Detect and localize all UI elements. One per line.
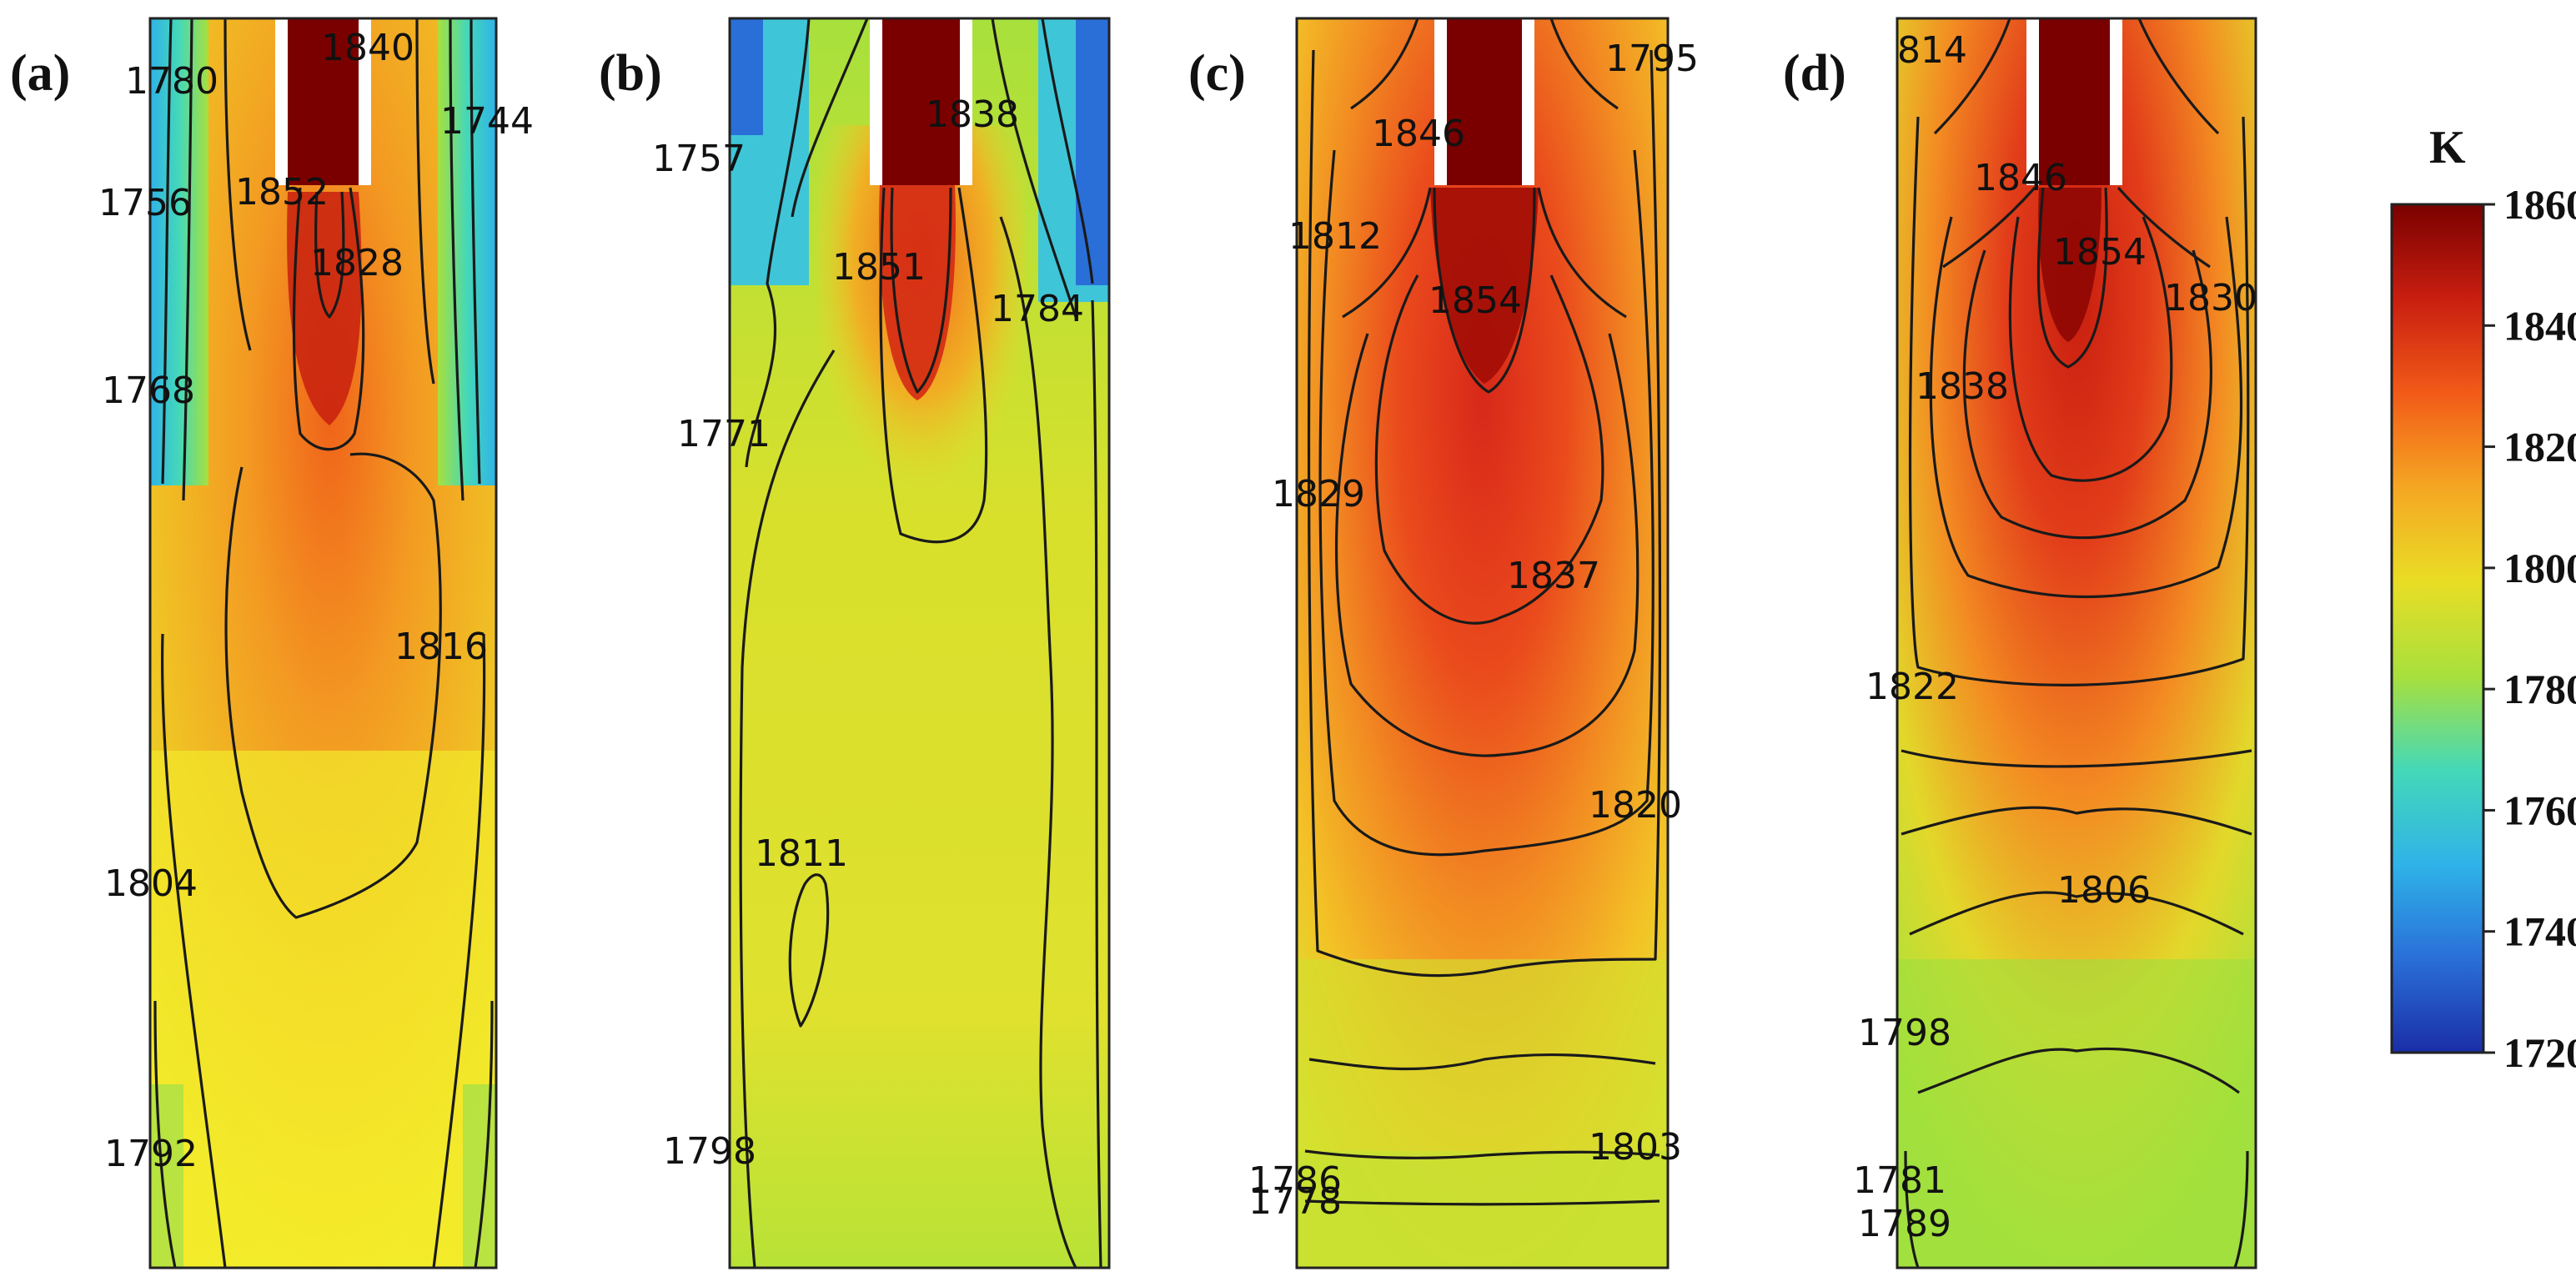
panel-a — [148, 17, 498, 1269]
isoline-label: 1854 — [1429, 279, 1522, 322]
panel-c-isolines — [1304, 18, 1662, 1206]
panel-a-cold-left-bottom — [150, 1084, 183, 1268]
isoline-label: 1780 — [125, 60, 218, 103]
panel-c-nozzle — [1447, 18, 1522, 185]
panel-d-isolines — [1901, 18, 2252, 1269]
panel-a-gap-right — [359, 18, 371, 185]
panel-d-hot-core — [2038, 188, 2101, 342]
panel-a-cold-right — [438, 18, 496, 485]
panel-d-letter: (d) — [1783, 45, 1846, 102]
isoline-label: 1822 — [1865, 666, 1959, 708]
colorbar-tick-label: 1840 — [2503, 302, 2576, 349]
panel-a-isolines — [153, 18, 494, 1269]
isoline-label: 1771 — [677, 413, 771, 455]
isoline-label: 1757 — [652, 138, 746, 180]
isoline-label: 1786 — [1248, 1159, 1342, 1202]
panel-b-frame — [728, 17, 1111, 1269]
panel-d — [1896, 17, 2257, 1269]
panel-d-nozzle — [2039, 18, 2110, 185]
panel-d-frame — [1896, 17, 2257, 1269]
isoline-label: 1852 — [235, 171, 329, 214]
isoline-label: 1789 — [1858, 1203, 1951, 1245]
panel-b-cold-right-edge — [1076, 18, 1109, 285]
panel-a-field-lower — [150, 751, 496, 1268]
isoline-label: 1854 — [2053, 231, 2147, 274]
isoline-label: 1838 — [926, 93, 1019, 136]
panel-c-frame — [1295, 17, 1670, 1269]
colorbar-tick-label: 1720 — [2503, 1029, 2576, 1076]
isoline-label: 1768 — [102, 370, 195, 412]
isoline-label: 1829 — [1272, 473, 1365, 515]
isoline-label: 1828 — [310, 242, 404, 284]
isoline-label: 1816 — [394, 626, 488, 668]
panel-b-letter: (b) — [599, 45, 662, 102]
colorbar-tick-label: 1780 — [2503, 666, 2576, 712]
panel-c — [1295, 17, 1670, 1269]
isoline-label: 1820 — [1589, 784, 1682, 827]
panel-a-frame — [148, 17, 498, 1269]
isoline-label: 1837 — [1507, 555, 1600, 597]
isoline-label: 1756 — [98, 182, 192, 224]
isoline-label: 1851 — [832, 246, 926, 289]
colorbar-tick-label: 1740 — [2503, 908, 2576, 955]
isoline-label: 1798 — [663, 1130, 756, 1173]
panel-d-labels: 814 1846 1854 1830 1838 1822 1806 1798 1… — [1853, 29, 2257, 1245]
panel-b-gap-left — [870, 18, 882, 185]
panel-d-lower-band — [1897, 959, 2256, 1268]
panel-c-labels: 1795 1846 1812 1854 1829 1837 1820 1803 … — [1248, 38, 1699, 1223]
isoline-label: 1846 — [1974, 157, 2067, 199]
panel-b — [728, 17, 1111, 1269]
panel-a-labels: 1840 1780 1744 1756 1852 1828 1768 1816 … — [98, 27, 534, 1175]
isoline-label: 1830 — [2164, 277, 2257, 319]
colorbar: K 1860 1840 1820 1800 1780 1760 1740 1720 — [2390, 122, 2576, 1076]
panel-b-isolines — [739, 18, 1102, 1269]
panel-b-gap-right — [960, 18, 972, 185]
isoline-label: 814 — [1897, 29, 1967, 72]
panel-b-cold-left-edge — [730, 18, 763, 135]
panel-c-gap-right — [1522, 18, 1534, 185]
colorbar-gradient — [2390, 203, 2485, 1054]
panel-b-labels: 1838 1757 1851 1784 1771 1811 1798 — [652, 93, 1084, 1173]
isoline-label: 1838 — [1916, 365, 2009, 408]
panel-b-hot-core — [879, 183, 956, 400]
panel-d-gap-left — [2026, 18, 2039, 185]
isoline-label: 1744 — [440, 100, 534, 143]
panel-c-letter: (c) — [1188, 45, 1246, 102]
isoline-label: 1806 — [2057, 869, 2151, 912]
isoline-label: 1840 — [321, 27, 414, 69]
panel-d-gap-right — [2110, 18, 2122, 185]
panel-a-cold-left — [150, 18, 208, 485]
panel-c-gap-left — [1434, 18, 1447, 185]
panel-c-bottom-band — [1297, 1151, 1668, 1268]
colorbar-tick-label: 1760 — [2503, 787, 2576, 833]
isoline-label: 1804 — [104, 862, 198, 905]
colorbar-tick-label: 1800 — [2503, 545, 2576, 591]
panel-a-gap-left — [275, 18, 288, 185]
colorbar-ticks: 1860 1840 1820 1800 1780 1760 1740 1720 — [2483, 181, 2576, 1076]
colorbar-unit-label: K — [2429, 122, 2466, 173]
colorbar-tick-label: 1820 — [2503, 424, 2576, 470]
isoline-label: 1812 — [1288, 215, 1382, 258]
panel-c-hot-core — [1430, 188, 1539, 384]
panel-letters: (a) (b) (c) (d) — [10, 45, 1846, 102]
isoline-label: 1798 — [1858, 1012, 1951, 1054]
panel-a-nozzle — [288, 18, 359, 185]
panel-a-letter: (a) — [10, 45, 70, 102]
isoline-label: 1846 — [1372, 113, 1465, 155]
isoline-label: 1803 — [1589, 1126, 1682, 1169]
isoline-label: 1792 — [104, 1133, 198, 1175]
isoline-label: 1784 — [991, 288, 1084, 330]
isoline-label: 1778 — [1248, 1180, 1342, 1223]
panel-b-nozzle — [882, 18, 960, 185]
isoline-label: 1781 — [1853, 1159, 1946, 1202]
isoline-label: 1795 — [1605, 38, 1699, 80]
colorbar-tick-label: 1860 — [2503, 181, 2576, 228]
isoline-label: 1811 — [755, 832, 848, 875]
